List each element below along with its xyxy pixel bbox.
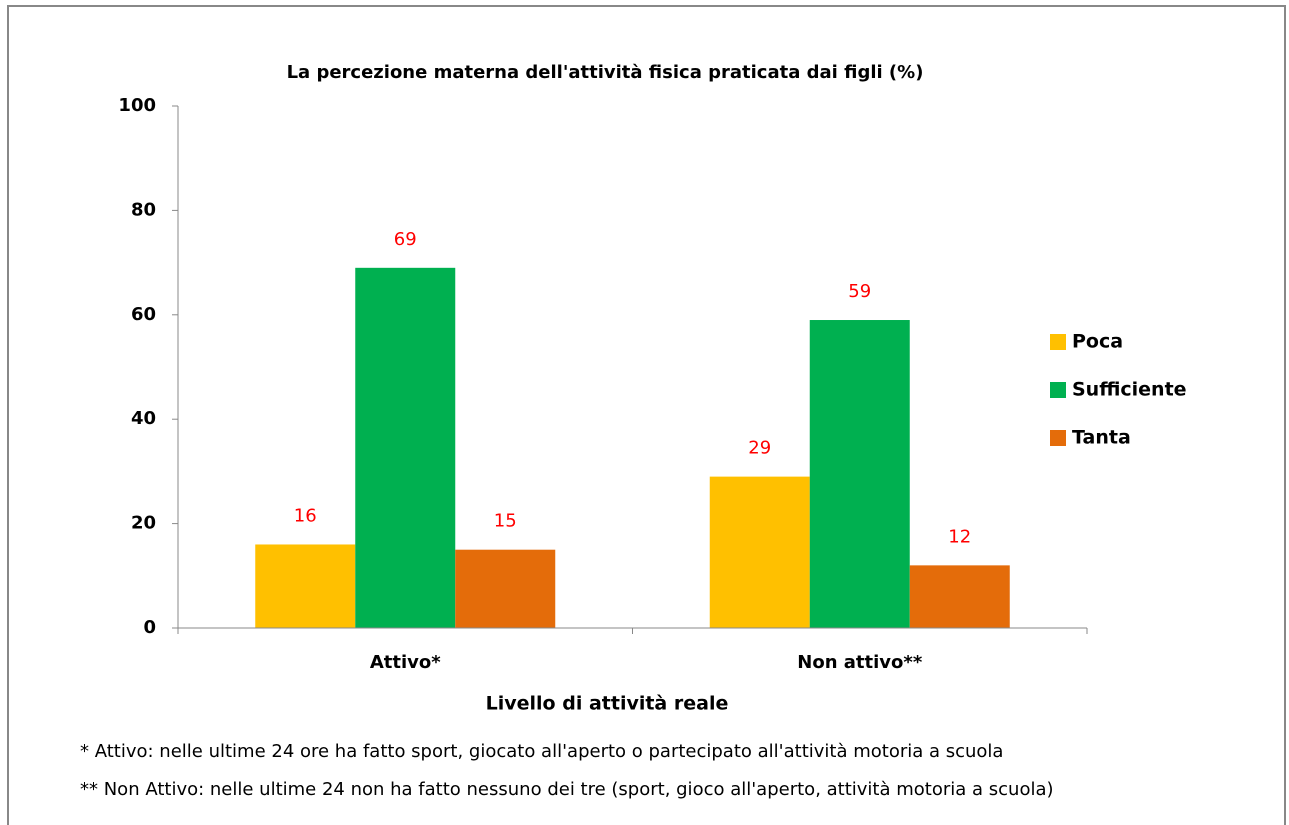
data-label: 15 [494, 511, 517, 532]
y-tick-label: 0 [143, 617, 156, 638]
legend-swatch [1050, 334, 1066, 350]
y-tick-label: 40 [131, 408, 156, 429]
footnote: ** Non Attivo: nelle ultime 24 non ha fa… [80, 779, 1054, 800]
bar [255, 544, 356, 628]
x-tick-label: Attivo* [370, 652, 441, 673]
legend-swatch [1050, 382, 1066, 398]
data-label: 59 [848, 281, 871, 302]
data-label: 69 [394, 229, 417, 250]
legend-swatch [1050, 430, 1066, 446]
frame [7, 5, 1286, 825]
legend-label: Poca [1072, 331, 1123, 353]
data-label: 29 [748, 438, 771, 459]
bar [909, 565, 1010, 628]
chart-title: La percezione materna dell'attività fisi… [287, 62, 924, 83]
data-label: 12 [948, 526, 971, 547]
bar [809, 320, 910, 628]
y-tick-label: 100 [118, 95, 156, 116]
bar [355, 267, 456, 628]
x-tick-label: Non attivo** [797, 652, 923, 673]
bar [709, 476, 810, 628]
footnote: * Attivo: nelle ultime 24 ore ha fatto s… [80, 741, 1003, 762]
legend-label: Sufficiente [1072, 379, 1187, 401]
x-axis-title: Livello di attività reale [486, 693, 729, 715]
legend-label: Tanta [1072, 427, 1131, 449]
bar [455, 549, 556, 628]
y-tick-label: 60 [131, 304, 156, 325]
y-tick-label: 20 [131, 513, 156, 534]
data-label: 16 [294, 505, 317, 526]
y-tick-label: 80 [131, 199, 156, 220]
